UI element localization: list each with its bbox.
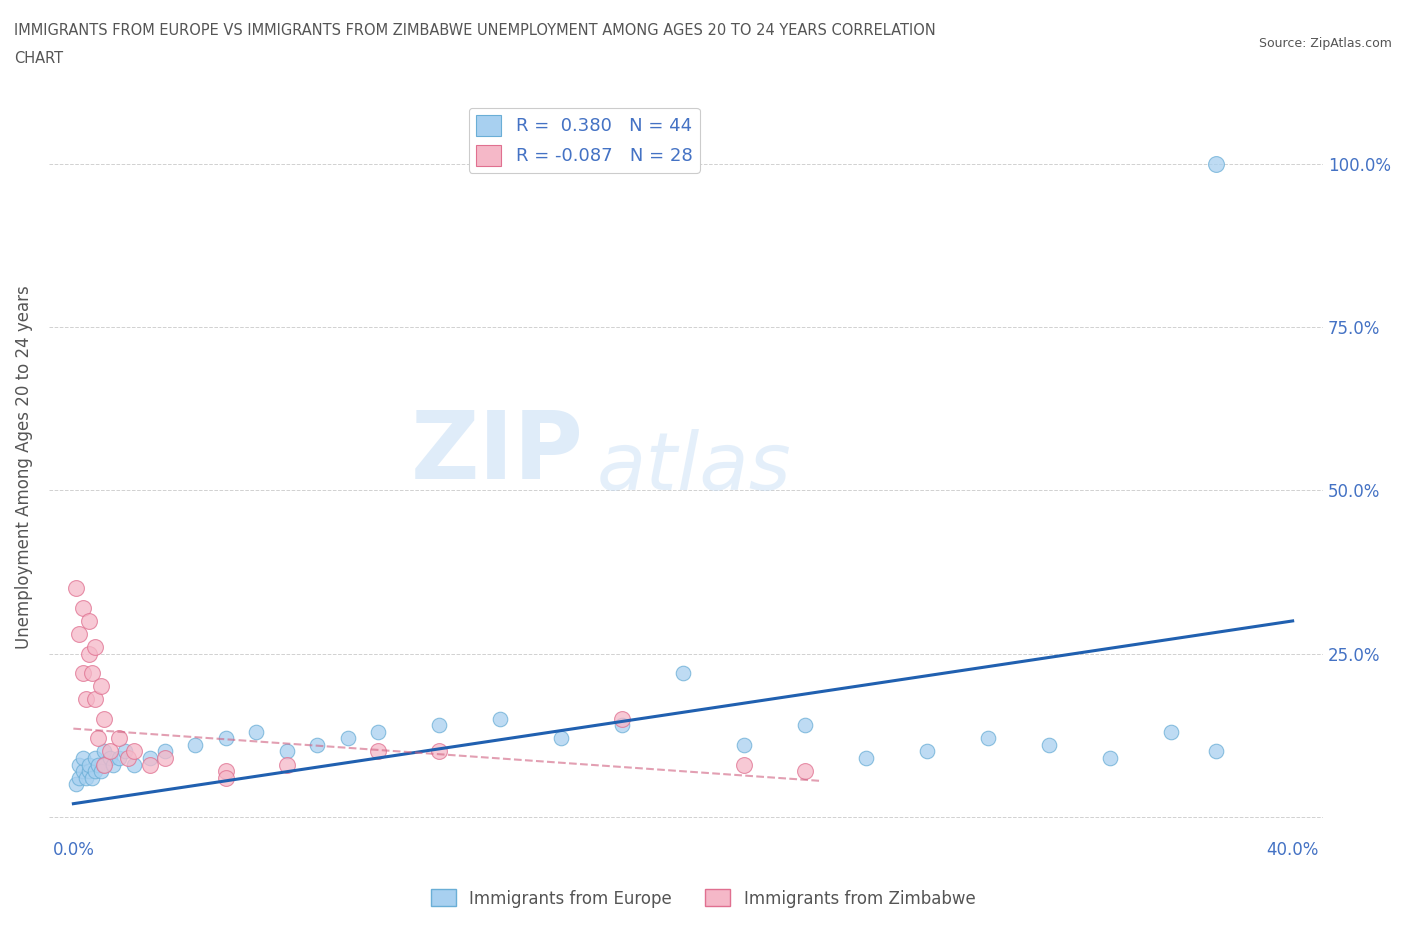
Text: Source: ZipAtlas.com: Source: ZipAtlas.com	[1258, 37, 1392, 50]
Point	[794, 764, 817, 778]
Point	[672, 666, 695, 681]
Point	[69, 757, 91, 772]
Point	[72, 601, 94, 616]
Point	[108, 751, 131, 765]
Point	[336, 731, 359, 746]
Point	[98, 744, 121, 759]
Point	[153, 751, 176, 765]
Point	[245, 724, 267, 739]
Point	[72, 751, 94, 765]
Point	[69, 627, 91, 642]
Point	[80, 770, 103, 785]
Point	[153, 744, 176, 759]
Point	[733, 737, 755, 752]
Point	[610, 718, 633, 733]
Point	[83, 751, 105, 765]
Point	[83, 764, 105, 778]
Point	[93, 757, 115, 772]
Point	[215, 770, 238, 785]
Point	[427, 744, 450, 759]
Point	[77, 614, 100, 629]
Point	[489, 711, 512, 726]
Text: atlas: atlas	[598, 429, 792, 507]
Point	[1098, 751, 1121, 765]
Point	[1205, 156, 1227, 171]
Point	[977, 731, 1000, 746]
Point	[69, 770, 91, 785]
Point	[1038, 737, 1060, 752]
Point	[124, 744, 146, 759]
Point	[65, 777, 87, 791]
Point	[1160, 724, 1182, 739]
Point	[1205, 744, 1227, 759]
Point	[87, 731, 110, 746]
Point	[77, 757, 100, 772]
Point	[550, 731, 572, 746]
Point	[101, 757, 124, 772]
Point	[93, 757, 115, 772]
Point	[184, 737, 207, 752]
Point	[915, 744, 938, 759]
Text: CHART: CHART	[14, 51, 63, 66]
Point	[72, 764, 94, 778]
Point	[80, 666, 103, 681]
Point	[108, 731, 131, 746]
Point	[93, 744, 115, 759]
Point	[138, 757, 160, 772]
Y-axis label: Unemployment Among Ages 20 to 24 years: Unemployment Among Ages 20 to 24 years	[15, 286, 32, 649]
Point	[276, 744, 298, 759]
Point	[90, 764, 112, 778]
Point	[307, 737, 329, 752]
Point	[77, 646, 100, 661]
Point	[215, 731, 238, 746]
Point	[90, 679, 112, 694]
Point	[117, 751, 139, 765]
Point	[427, 718, 450, 733]
Legend: Immigrants from Europe, Immigrants from Zimbabwe: Immigrants from Europe, Immigrants from …	[425, 883, 981, 914]
Point	[72, 666, 94, 681]
Point	[610, 711, 633, 726]
Point	[124, 757, 146, 772]
Text: IMMIGRANTS FROM EUROPE VS IMMIGRANTS FROM ZIMBABWE UNEMPLOYMENT AMONG AGES 20 TO: IMMIGRANTS FROM EUROPE VS IMMIGRANTS FRO…	[14, 23, 936, 38]
Point	[87, 757, 110, 772]
Point	[83, 692, 105, 707]
Point	[367, 724, 389, 739]
Text: ZIP: ZIP	[411, 406, 583, 498]
Point	[794, 718, 817, 733]
Point	[83, 640, 105, 655]
Point	[77, 764, 100, 778]
Legend: R =  0.380   N = 44, R = -0.087   N = 28: R = 0.380 N = 44, R = -0.087 N = 28	[468, 108, 700, 173]
Point	[215, 764, 238, 778]
Point	[93, 711, 115, 726]
Point	[75, 692, 97, 707]
Point	[65, 581, 87, 596]
Point	[75, 770, 97, 785]
Point	[98, 751, 121, 765]
Point	[855, 751, 877, 765]
Point	[114, 744, 136, 759]
Point	[276, 757, 298, 772]
Point	[367, 744, 389, 759]
Point	[138, 751, 160, 765]
Point	[733, 757, 755, 772]
